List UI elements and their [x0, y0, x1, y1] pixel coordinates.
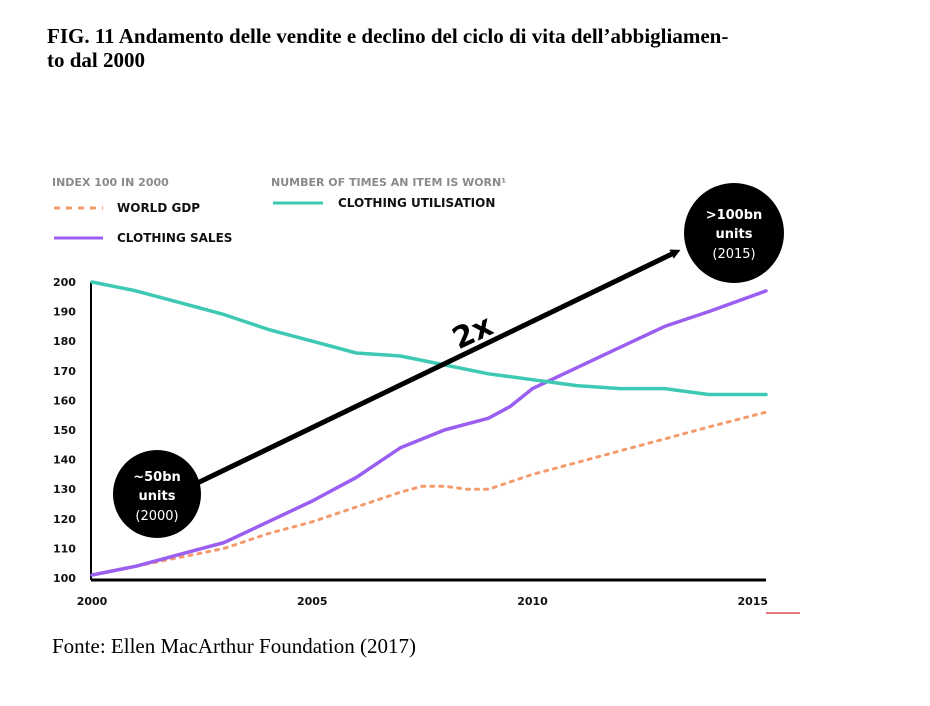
y-tick-label: 180 [53, 335, 76, 348]
y-tick-label: 170 [53, 365, 76, 378]
series-lines [90, 280, 768, 577]
y-tick-label: 140 [53, 454, 76, 467]
legend-label-world-gdp: WORLD GDP [117, 201, 200, 215]
x-tick-label: 2000 [77, 595, 108, 608]
y-tick-label: 130 [53, 483, 76, 496]
left-axis-header: INDEX 100 IN 2000 [52, 176, 169, 189]
series-line-world-gdp [90, 410, 768, 577]
series-line-clothing-utilisation [90, 280, 768, 397]
figure-title-line-1: FIG. 11 Andamento delle vendite e declin… [47, 24, 729, 48]
y-tick-label: 190 [53, 306, 76, 319]
y-tick-label: 100 [53, 572, 76, 585]
x-tick-label: 2015 [737, 595, 768, 608]
y-axis-ticks: 200 190 180 170 160 150 140 130 120 110 100 [53, 276, 76, 585]
growth-arrow [183, 249, 681, 492]
end-callout: >100bn units (2015) [684, 183, 784, 283]
y-tick-label: 120 [53, 513, 76, 526]
y-tick-label: 110 [53, 542, 76, 555]
end-callout-bubble [684, 183, 784, 283]
figure-title-line-2: to dal 2000 [47, 48, 146, 72]
end-callout-unit: units [716, 227, 753, 242]
end-callout-value: >100bn [706, 208, 763, 223]
right-header: NUMBER OF TIMES AN ITEM IS WORN¹ [271, 176, 506, 189]
legend-label-clothing-utilisation: CLOTHING UTILISATION [338, 196, 495, 210]
start-callout-unit: units [139, 489, 176, 504]
growth-arrow-label: 2x [447, 308, 498, 357]
end-callout-year: (2015) [712, 247, 755, 262]
y-tick-label: 160 [53, 394, 76, 407]
figure-source: Fonte: Ellen MacArthur Foundation (2017) [52, 634, 416, 658]
x-axis-ticks: 2000 2005 2010 2015 [77, 595, 768, 608]
y-tick-label: 150 [53, 424, 76, 437]
figure-title: FIG. 11 Andamento delle vendite e declin… [47, 24, 867, 72]
start-callout-bubble [113, 450, 201, 538]
x-tick-label: 2005 [297, 595, 328, 608]
x-tick-label: 2010 [517, 595, 548, 608]
start-callout: ~50bn units (2000) [113, 450, 201, 538]
start-callout-year: (2000) [135, 509, 178, 524]
y-tick-label: 200 [53, 276, 76, 289]
legend-label-clothing-sales: CLOTHING SALES [117, 231, 232, 245]
series-line-clothing-sales [90, 289, 768, 577]
start-callout-value: ~50bn [133, 470, 181, 485]
